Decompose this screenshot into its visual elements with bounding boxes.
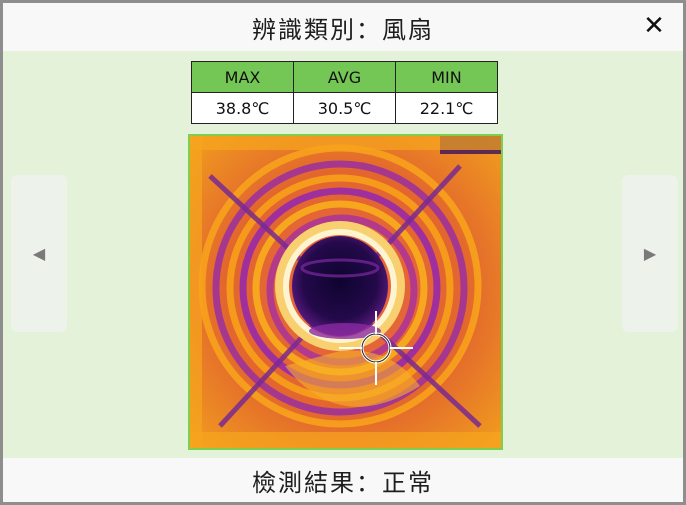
result-bar: 檢測結果：正常 [3, 458, 683, 502]
stats-header-min: MIN [395, 61, 498, 93]
dialog-title: 辨識類別：風扇 [252, 15, 434, 44]
prev-button[interactable]: ◀ [11, 175, 67, 332]
stats-value-min: 22.1℃ [395, 92, 498, 124]
detection-result: 檢測結果：正常 [252, 468, 434, 497]
stats-header-avg: AVG [293, 61, 396, 93]
stats-value-max: 38.8℃ [191, 92, 294, 124]
title-bar: 辨識類別：風扇 ✕ [3, 3, 683, 51]
fan-thermal-graphic [190, 136, 501, 448]
chevron-right-icon: ▶ [643, 244, 657, 263]
stats-value-row: 38.8℃ 30.5℃ 22.1℃ [191, 92, 498, 124]
temperature-stats-table: MAX AVG MIN 38.8℃ 30.5℃ 22.1℃ [191, 61, 498, 124]
close-icon[interactable]: ✕ [643, 11, 665, 41]
chevron-left-icon: ◀ [32, 244, 46, 263]
stats-header-row: MAX AVG MIN [191, 61, 498, 93]
crosshair-icon [339, 311, 413, 385]
next-button[interactable]: ▶ [622, 175, 678, 332]
stats-value-avg: 30.5℃ [293, 92, 396, 124]
thermal-image [188, 134, 503, 450]
stats-header-max: MAX [191, 61, 294, 93]
